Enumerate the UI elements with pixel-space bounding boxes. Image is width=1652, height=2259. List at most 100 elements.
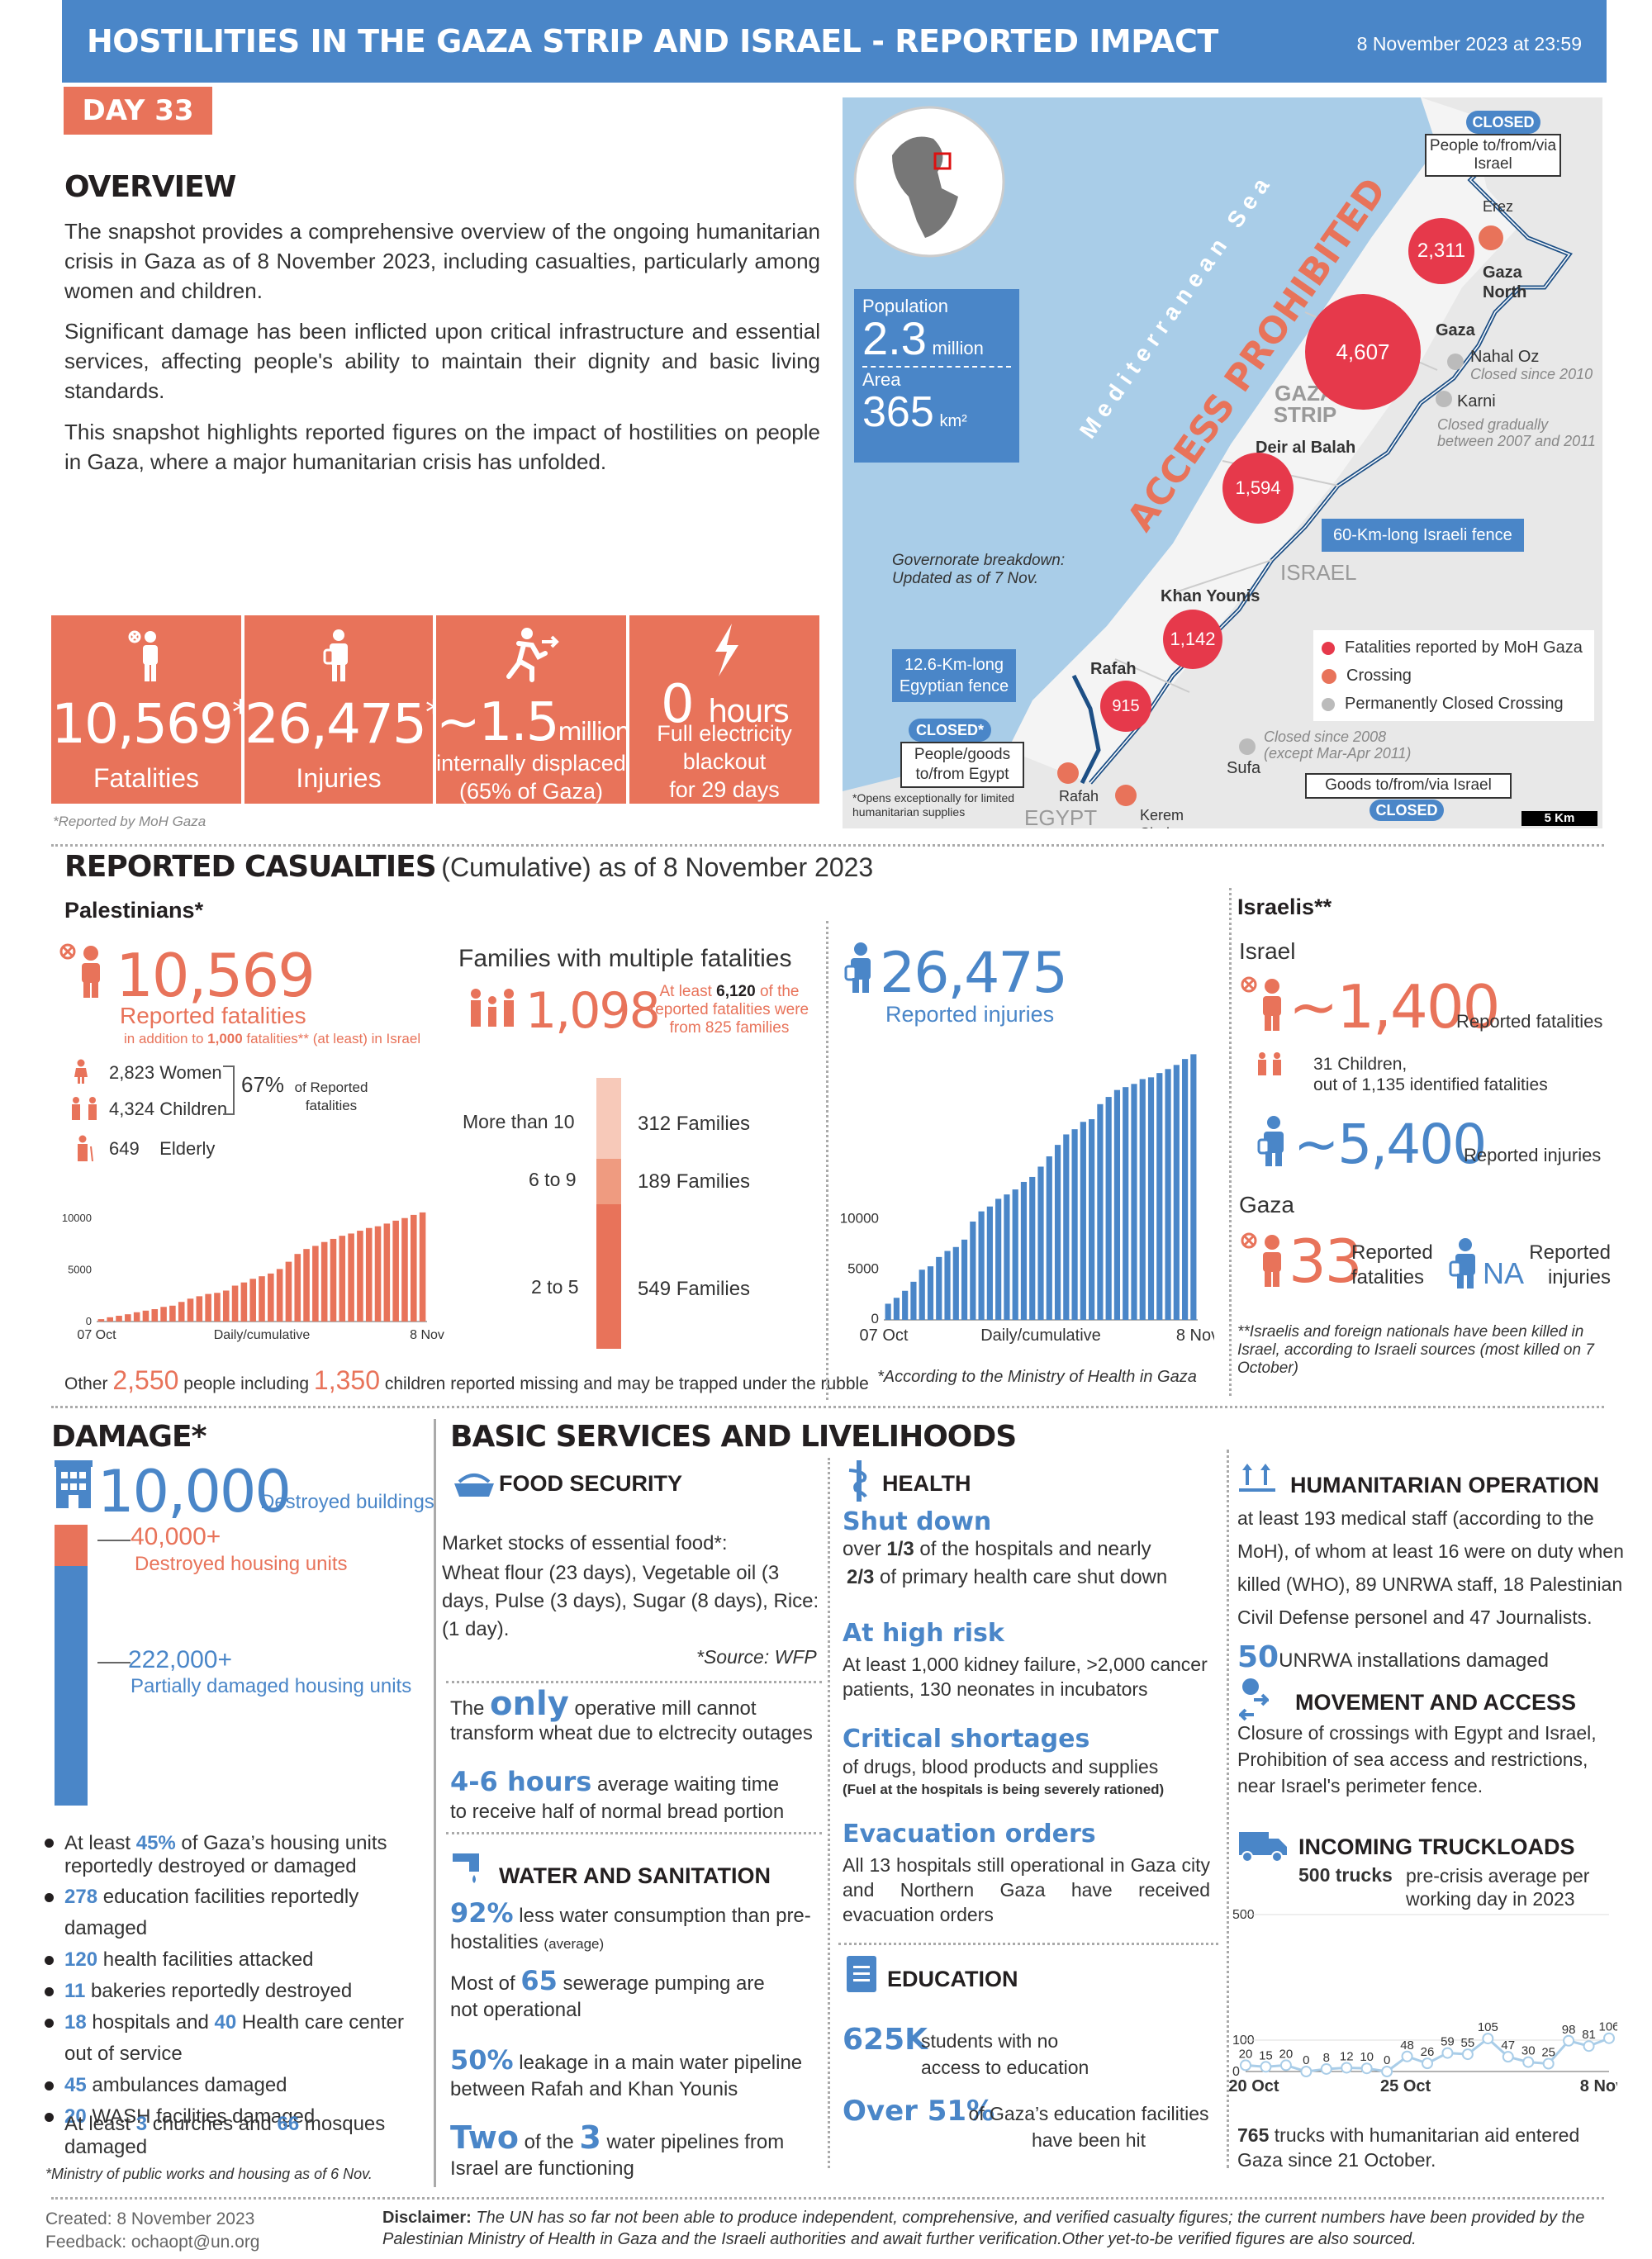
nahal-note: Closed since 2010 xyxy=(1470,366,1593,382)
bubble-rafah: 915 xyxy=(1100,681,1151,732)
mill-only: only xyxy=(490,1685,569,1723)
fam-bar-more10 xyxy=(596,1078,621,1159)
truck-point xyxy=(1583,2040,1595,2053)
health-title: HEALTH xyxy=(882,1471,971,1496)
pal-fatalities-note-post: fatalities** (at least) in Israel xyxy=(242,1031,421,1046)
damage-item-6-text: WASH facilities damaged xyxy=(86,2105,316,2128)
pal-fatalities-note-num: 1,000 xyxy=(207,1031,243,1046)
truck-point xyxy=(1441,2047,1454,2059)
inj-chart-bar xyxy=(1139,1079,1146,1320)
inj-chart-bar xyxy=(1105,1097,1112,1320)
israel-children-2: out of 1,135 identified fatalities xyxy=(1313,1075,1548,1094)
deir-label: Deir al Balah xyxy=(1256,439,1356,457)
lightning-icon xyxy=(715,624,738,676)
damage-item-1-n: 278 xyxy=(64,1886,98,1908)
population-unit: million xyxy=(932,338,984,359)
kpi-displaced-label2: (65% of Gaza) xyxy=(458,779,604,804)
footer-disclaimer: Disclaimer: The UN has so far not been a… xyxy=(382,2207,1605,2250)
humanitarian-title: HUMANITARIAN OPERATION xyxy=(1290,1473,1599,1497)
truck-point xyxy=(1461,2048,1474,2061)
health-h3-small: (Fuel at the hospitals is being severely… xyxy=(843,1782,1165,1797)
fat-chart-bar xyxy=(214,1293,221,1322)
families-note-post: of the reported fatalities were from 825… xyxy=(649,983,809,1037)
inj-chart-bar xyxy=(1020,1181,1028,1320)
families-note-pre: At least xyxy=(659,983,717,1000)
casualties-heading: REPORTED CASUALTIES (Cumulative) as of 8… xyxy=(64,849,873,885)
truck-value-label: 48 xyxy=(1400,2038,1414,2053)
health-h3: Critical shortages xyxy=(843,1725,1090,1754)
injuries-value: 26,475 xyxy=(880,941,1068,1006)
casualties-title: REPORTED CASUALTIES xyxy=(64,850,437,884)
inj-chart-bar xyxy=(1190,1054,1197,1320)
fat-chart-bar xyxy=(268,1273,274,1322)
truck-value-label: 20 xyxy=(1279,2047,1294,2061)
women-icon xyxy=(73,1059,89,1084)
missing-n: 2,550 xyxy=(112,1365,179,1395)
inj-chart-bar xyxy=(927,1266,934,1320)
truck-x-start: 20 Oct xyxy=(1229,2077,1279,2095)
israel-children-icon xyxy=(1258,1052,1281,1075)
injuries-label: Reported injuries xyxy=(885,1002,1055,1027)
truck-point xyxy=(1563,2034,1575,2047)
damage-item-5-n: 45 xyxy=(64,2074,87,2096)
damage-item-1-text: education facilities reportedly damaged xyxy=(64,1886,359,1939)
family-icon xyxy=(471,989,514,1027)
fatality-person-icon xyxy=(128,630,158,681)
fam-label-more10: More than 10 xyxy=(463,1111,575,1132)
destroyed-connector xyxy=(97,1540,131,1541)
edu-2-n: Over 51% xyxy=(843,2095,995,2128)
kpi-displaced-value: ~1.5 xyxy=(436,692,559,753)
damage-item-5: 45 ambulances damaged xyxy=(43,2070,431,2101)
israel-injuries-label: Reported injuries xyxy=(1464,1145,1602,1165)
inj-chart-bar xyxy=(902,1290,909,1320)
israel-fatalities-label: Reported fatalities xyxy=(1456,1011,1603,1032)
trucks-total-n: 765 xyxy=(1237,2124,1270,2146)
edu-1-text: students with no access to education xyxy=(921,2030,1089,2078)
health-h1-b-n: 2/3 xyxy=(847,1566,875,1588)
globe-locator xyxy=(933,152,952,170)
bubble-deir: 1,594 xyxy=(1222,453,1294,524)
population-label: Population xyxy=(862,296,948,316)
gaza-fatalities-label-2: fatalities xyxy=(1351,1266,1425,1288)
egyptian-fence xyxy=(1071,674,1101,785)
israel-children: 31 Children, xyxy=(1313,1055,1408,1074)
partial-label: Partially damaged housing units xyxy=(131,1675,412,1697)
fat-chart-bar xyxy=(196,1296,203,1322)
footer-feedback: Feedback: ochaopt@un.org xyxy=(45,2233,260,2252)
nahal-label: Nahal Oz xyxy=(1470,348,1540,366)
fat-chart-bar xyxy=(231,1285,239,1322)
mill-note: The only operative mill cannot transform… xyxy=(450,1687,822,1746)
kpi-electricity-label3: for 29 days xyxy=(669,777,780,802)
gaza-label: Gaza xyxy=(1436,321,1475,339)
kpi-fatalities-label: Fatalities xyxy=(93,763,200,793)
bubble-gaza: 4,607 xyxy=(1305,294,1421,410)
fat-chart-bar xyxy=(178,1302,185,1322)
khan-label: Khan Younis xyxy=(1161,587,1260,605)
water-title: WATER AND SANITATION xyxy=(499,1863,771,1888)
truck-value-label: 26 xyxy=(1421,2045,1435,2059)
inj-chart-bar xyxy=(1054,1145,1061,1320)
page-title: HOSTILITIES IN THE GAZA STRIP AND ISRAEL… xyxy=(87,23,1218,59)
movement-text: Closure of crossings with Egypt and Isra… xyxy=(1237,1722,1597,1796)
rafah-crossing-icon xyxy=(1057,762,1079,784)
inj-chart-bar xyxy=(1165,1069,1171,1320)
families-note-num: 6,120 xyxy=(716,983,756,1000)
truck-point xyxy=(1522,2056,1535,2068)
injuries-note: *According to the Ministry of Health in … xyxy=(877,1368,1197,1386)
inj-chart-bar xyxy=(1004,1194,1010,1320)
churches-note: At least 3 churches and 66 mosques damag… xyxy=(64,2113,395,2159)
kpi-displaced-unit: million xyxy=(558,718,630,747)
health-h4: Evacuation orders xyxy=(843,1820,1096,1848)
population-value: 2.3 xyxy=(862,312,927,365)
fat-chart-bar xyxy=(125,1314,131,1322)
truck-value-label: 12 xyxy=(1340,2049,1354,2063)
kpi-electricity-unit: hours xyxy=(708,693,790,729)
kerem-closed-badge: CLOSED xyxy=(1370,800,1444,821)
partial-value: 222,000+ xyxy=(128,1646,232,1673)
destroyed-bar xyxy=(55,1525,88,1566)
rafah-note: *Opens exceptionally for limited humanit… xyxy=(852,791,1015,819)
inj-chart-bar xyxy=(1063,1134,1070,1320)
truck-point xyxy=(1341,2062,1353,2074)
gaza-injuries-label: Reported injuries xyxy=(1528,1241,1611,1290)
humanitarian-text: at least 193 medical staff (according to… xyxy=(1237,1507,1624,1628)
